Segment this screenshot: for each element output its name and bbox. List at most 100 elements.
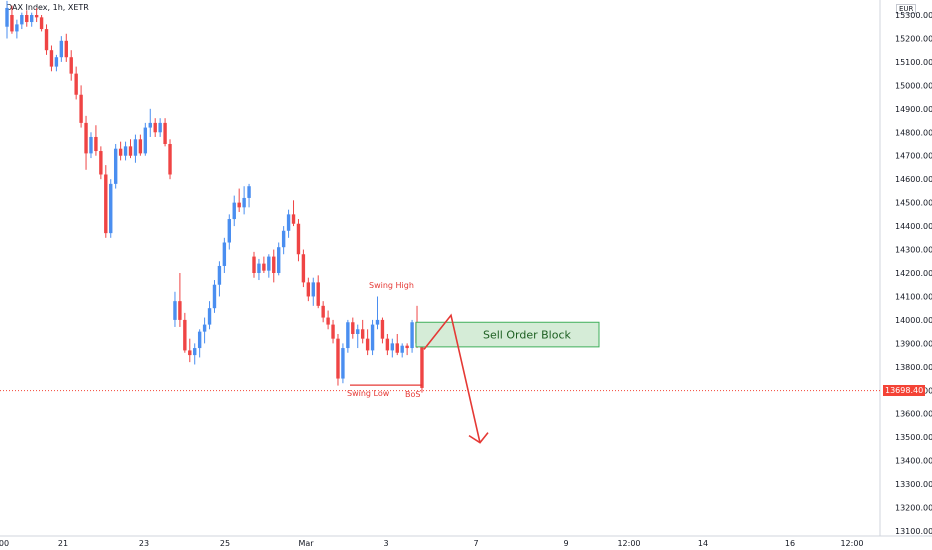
- time-tick-label: 9: [563, 539, 568, 548]
- price-tick-label: 13200.00: [895, 504, 932, 513]
- price-tick-label: 14300.00: [895, 246, 932, 255]
- last-price-tag: 13698.40: [883, 385, 926, 396]
- candle-body: [59, 40, 64, 58]
- candle-body: [5, 7, 9, 27]
- candle-body: [10, 15, 14, 32]
- candle-body: [84, 122, 88, 154]
- price-tick-label: 14000.00: [895, 316, 932, 325]
- candle-body: [306, 282, 311, 297]
- candle-body: [30, 15, 34, 23]
- price-tick-label: 13800.00: [895, 363, 932, 372]
- candle-body: [351, 322, 355, 334]
- candle-body: [331, 324, 335, 339]
- candle-body: [118, 148, 123, 156]
- price-tick-label: 15200.00: [895, 34, 932, 43]
- candle-body: [365, 338, 370, 351]
- candle-body: [232, 202, 236, 220]
- price-tick-label: 13500.00: [895, 433, 932, 442]
- candle-body: [405, 345, 409, 349]
- candle-body: [64, 40, 68, 58]
- candle-body: [173, 301, 177, 320]
- time-tick-label: Mar: [298, 539, 314, 548]
- candle-body: [49, 50, 54, 67]
- price-tick-label: 13400.00: [895, 457, 932, 466]
- candle-body: [123, 146, 128, 156]
- price-tick-label: 15000.00: [895, 81, 932, 90]
- forecast-arrowhead: [468, 432, 489, 444]
- time-tick-label: 25: [220, 539, 230, 548]
- candle-body: [197, 331, 202, 349]
- candle-body: [400, 345, 404, 353]
- price-tick-label: 14400.00: [895, 222, 932, 231]
- candle-body: [286, 214, 291, 231]
- candle-body: [375, 319, 380, 325]
- sell-order-block-label: Sell Order Block: [483, 329, 571, 342]
- candle-body: [370, 324, 375, 351]
- time-tick-label: 16: [785, 539, 795, 548]
- price-tick-label: 13600.00: [895, 410, 932, 419]
- candle-body: [148, 122, 152, 128]
- candle-body: [207, 308, 212, 325]
- candle-body: [113, 148, 118, 184]
- candle-body: [385, 338, 390, 351]
- candle-body: [202, 324, 207, 332]
- candle-body: [410, 322, 414, 349]
- time-tick-label: 12:00: [617, 539, 640, 548]
- time-tick-label: 3: [383, 539, 388, 548]
- candle-body: [272, 256, 276, 273]
- candle-body: [267, 256, 271, 271]
- candle-body: [128, 146, 133, 156]
- sell-order-block-box[interactable]: [415, 321, 600, 348]
- candle-body: [341, 348, 345, 379]
- candle-body: [183, 319, 187, 351]
- candle-body: [34, 15, 39, 18]
- candle-body: [316, 282, 320, 306]
- candle-body: [380, 319, 385, 339]
- candle-body: [153, 122, 157, 133]
- symbol-title: DAX Index, 1h, XETR: [6, 3, 89, 12]
- price-tick-label: 13300.00: [895, 480, 932, 489]
- candle-body: [252, 256, 256, 273]
- candle-body: [178, 301, 182, 320]
- price-tick-label: 14600.00: [895, 175, 932, 184]
- time-tick-label: 14: [698, 539, 708, 548]
- candle-body: [158, 122, 162, 133]
- candle-body: [212, 284, 217, 309]
- candle-body: [222, 242, 227, 266]
- price-tick-label: 14200.00: [895, 269, 932, 278]
- time-tick-label: 7: [473, 539, 478, 548]
- candle-body: [25, 15, 29, 23]
- swing-low-label: Swing Low: [347, 389, 390, 398]
- candle-body: [94, 136, 98, 152]
- candle-body: [237, 202, 241, 208]
- time-tick-label: 12:00: [840, 539, 863, 548]
- price-tick-label: 13900.00: [895, 339, 932, 348]
- price-tick-label: 14100.00: [895, 292, 932, 301]
- candle-body: [69, 57, 73, 74]
- candle-body: [301, 254, 306, 283]
- candle-body: [15, 24, 19, 32]
- candle-body: [44, 29, 49, 51]
- candle-body: [262, 263, 266, 271]
- candle-body: [390, 343, 395, 351]
- candle-body: [168, 144, 172, 175]
- time-tick-label: 21: [58, 539, 68, 548]
- candle-body: [109, 183, 113, 234]
- candle-body: [247, 186, 251, 198]
- currency-badge[interactable]: EUR: [896, 4, 917, 14]
- candle-body: [74, 73, 78, 95]
- price-axis[interactable]: 15300.00 15200.00 15100.00 15000.00 14900.00…: [879, 0, 932, 536]
- candle-body: [346, 322, 350, 349]
- time-axis[interactable]: 00 21 23 25 Mar 3 7 9 12:00 14 16 12:00: [0, 535, 932, 548]
- candle-body: [257, 263, 261, 273]
- price-tick-label: 15100.00: [895, 58, 932, 67]
- candle-body: [281, 230, 286, 248]
- candle-body: [54, 57, 59, 67]
- candle-body: [193, 348, 197, 356]
- time-tick-label: 00: [0, 539, 9, 548]
- candle-body: [326, 317, 330, 325]
- candlestick-series: [5, 0, 424, 393]
- candle-body: [163, 122, 167, 144]
- candle-body: [356, 329, 360, 334]
